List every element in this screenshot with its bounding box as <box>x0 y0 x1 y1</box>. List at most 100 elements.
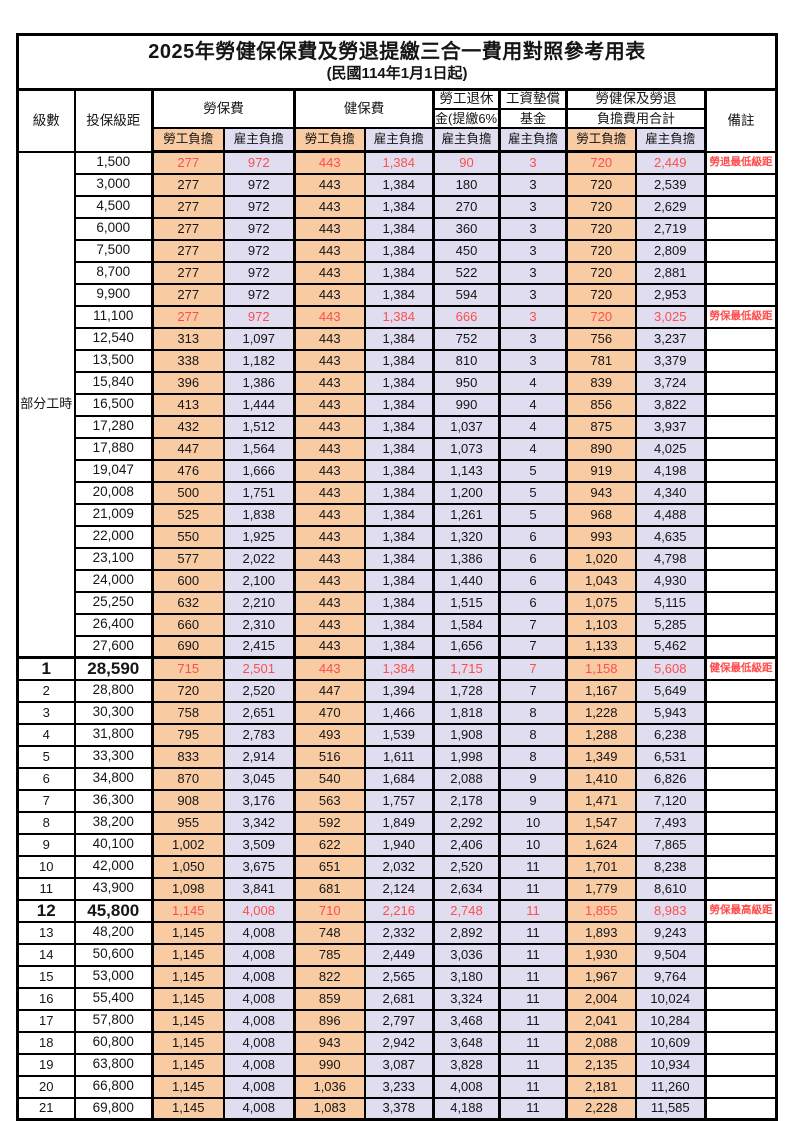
pension-employer-cell: 990 <box>432 392 501 417</box>
bracket-cell: 20,008 <box>73 480 154 505</box>
health-ins-employee-cell: 443 <box>293 304 366 329</box>
pension-employer-cell: 1,908 <box>432 722 501 747</box>
pension-employer-cell: 1,073 <box>432 436 501 461</box>
health-ins-employee-cell: 748 <box>293 920 366 945</box>
bracket-cell: 26,400 <box>73 612 154 637</box>
health-ins-employee-cell: 785 <box>293 942 366 967</box>
health-ins-employee-cell: 443 <box>293 546 366 571</box>
wage-fund-employer-cell: 11 <box>498 898 568 923</box>
bracket-cell: 40,100 <box>73 832 154 857</box>
table-row: 2 28,800 720 2,520 447 1,394 1,728 7 1,167 5,649 <box>16 678 778 703</box>
total-employee-cell: 720 <box>565 216 637 241</box>
wage-fund-employer-cell: 4 <box>498 392 568 417</box>
wage-fund-employer-cell: 5 <box>498 458 568 483</box>
labor-ins-employee-cell: 955 <box>151 810 225 835</box>
total-employer-cell: 8,238 <box>634 854 707 879</box>
health-ins-employee-cell: 443 <box>293 238 366 263</box>
table-row: 21,009 525 1,838 443 1,384 1,261 5 968 4,488 <box>18 502 778 527</box>
pension-employer-cell: 1,715 <box>432 656 501 681</box>
health-ins-employer-cell: 1,384 <box>363 304 435 329</box>
table-row: 4 31,800 795 2,783 493 1,539 1,908 8 1,288 6,238 <box>16 722 778 747</box>
total-employer-cell: 4,025 <box>634 436 707 461</box>
pension-employer-cell: 1,037 <box>432 414 501 439</box>
health-ins-employer-cell: 1,384 <box>363 568 435 593</box>
table-row: 1 28,590 715 2,501 443 1,384 1,715 7 1,158 5,608 健… <box>16 656 778 681</box>
health-ins-employee-cell: 470 <box>293 700 366 725</box>
total-employer-cell: 4,635 <box>634 524 707 549</box>
table-row: 17 57,800 1,145 4,008 896 2,797 3,468 11 2,041 10… <box>16 1008 778 1033</box>
table-row: 6 34,800 870 3,045 540 1,684 2,088 9 1,410 6,826 <box>16 766 778 791</box>
level-cell: 9 <box>16 832 76 857</box>
labor-ins-employee-cell: 396 <box>151 370 225 395</box>
bracket-cell: 15,840 <box>73 370 154 395</box>
health-ins-employer-cell: 1,384 <box>363 260 435 285</box>
bracket-cell: 38,200 <box>73 810 154 835</box>
total-employer-cell: 11,585 <box>634 1096 707 1121</box>
total-employer-cell: 2,449 <box>634 150 707 175</box>
bracket-cell: 43,900 <box>73 876 154 901</box>
pension-employer-cell: 594 <box>432 282 501 307</box>
health-ins-employer-cell: 3,087 <box>363 1052 435 1077</box>
subheader-health-employer: 雇主負擔 <box>363 127 435 153</box>
table-row: 12 45,800 1,145 4,008 710 2,216 2,748 11 1,855 8,… <box>16 898 778 923</box>
labor-ins-employee-cell: 577 <box>151 546 225 571</box>
bracket-cell: 53,000 <box>73 964 154 989</box>
table-row: 23,100 577 2,022 443 1,384 1,386 6 1,020 4,798 <box>18 546 778 571</box>
health-ins-employee-cell: 516 <box>293 744 366 769</box>
total-employer-cell: 10,284 <box>634 1008 707 1033</box>
pension-employer-cell: 2,892 <box>432 920 501 945</box>
remark-cell <box>704 876 778 901</box>
bracket-cell: 31,800 <box>73 722 154 747</box>
health-ins-employee-cell: 443 <box>293 502 366 527</box>
health-ins-employee-cell: 859 <box>293 986 366 1011</box>
pension-employer-cell: 1,584 <box>432 612 501 637</box>
table-row: 10 42,000 1,050 3,675 651 2,032 2,520 11 1,701 8,… <box>16 854 778 879</box>
labor-ins-employer-cell: 2,100 <box>222 568 296 593</box>
page-title: 2025年勞健保保費及勞退提繳三合一費用對照參考用表 <box>148 41 646 64</box>
remark-cell <box>704 480 778 505</box>
total-employee-cell: 1,167 <box>565 678 637 703</box>
bracket-cell: 3,000 <box>73 172 154 197</box>
total-employer-cell: 2,539 <box>634 172 707 197</box>
labor-ins-employee-cell: 795 <box>151 722 225 747</box>
health-ins-employee-cell: 1,083 <box>293 1096 366 1121</box>
pension-employer-cell: 3,324 <box>432 986 501 1011</box>
bracket-cell: 60,800 <box>73 1030 154 1055</box>
pension-employer-cell: 450 <box>432 238 501 263</box>
bracket-cell: 7,500 <box>73 238 154 263</box>
remark-cell <box>704 502 778 527</box>
level-cell: 12 <box>16 898 76 923</box>
wage-fund-employer-cell: 11 <box>498 920 568 945</box>
bracket-cell: 36,300 <box>73 788 154 813</box>
labor-ins-employer-cell: 4,008 <box>222 1074 296 1099</box>
labor-ins-employee-cell: 277 <box>151 172 225 197</box>
labor-ins-employee-cell: 1,145 <box>151 898 225 923</box>
labor-ins-employer-cell: 972 <box>222 150 296 175</box>
labor-ins-employer-cell: 972 <box>222 282 296 307</box>
remark-cell <box>704 810 778 835</box>
total-employer-cell: 6,826 <box>634 766 707 791</box>
labor-ins-employee-cell: 1,050 <box>151 854 225 879</box>
bracket-cell: 30,300 <box>73 700 154 725</box>
labor-ins-employer-cell: 2,022 <box>222 546 296 571</box>
level-cell: 2 <box>16 678 76 703</box>
table-row: 8,700 277 972 443 1,384 522 3 720 2,881 <box>18 260 778 285</box>
total-employee-cell: 1,930 <box>565 942 637 967</box>
total-employee-cell: 839 <box>565 370 637 395</box>
health-ins-employer-cell: 1,384 <box>363 150 435 175</box>
total-employee-cell: 756 <box>565 326 637 351</box>
bracket-cell: 50,600 <box>73 942 154 967</box>
total-employer-cell: 5,462 <box>634 634 707 659</box>
col-header-wage-fund-line2: 基金 <box>498 108 568 129</box>
remark-cell <box>704 392 778 417</box>
total-employee-cell: 720 <box>565 282 637 307</box>
col-header-total-line1: 勞健保及勞退 <box>565 88 707 110</box>
health-ins-employer-cell: 1,384 <box>363 656 435 681</box>
total-employee-cell: 1,471 <box>565 788 637 813</box>
wage-fund-employer-cell: 7 <box>498 634 568 659</box>
health-ins-employee-cell: 681 <box>293 876 366 901</box>
total-employee-cell: 781 <box>565 348 637 373</box>
table-row: 13 48,200 1,145 4,008 748 2,332 2,892 11 1,893 9,… <box>16 920 778 945</box>
labor-ins-employer-cell: 4,008 <box>222 898 296 923</box>
labor-ins-employer-cell: 2,310 <box>222 612 296 637</box>
